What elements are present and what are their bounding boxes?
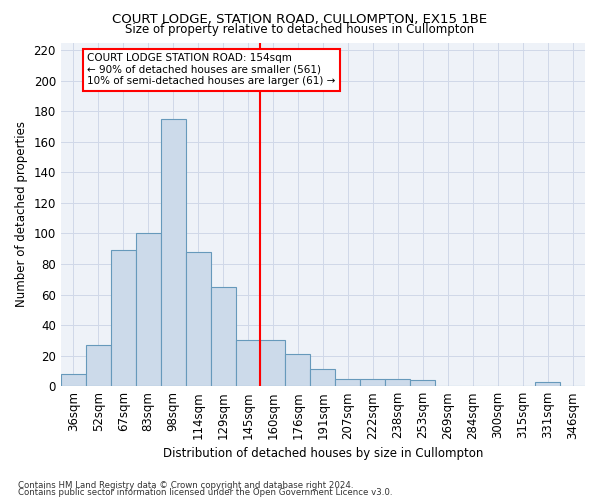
Text: Contains HM Land Registry data © Crown copyright and database right 2024.: Contains HM Land Registry data © Crown c…	[18, 480, 353, 490]
Text: COURT LODGE, STATION ROAD, CULLOMPTON, EX15 1BE: COURT LODGE, STATION ROAD, CULLOMPTON, E…	[112, 12, 488, 26]
Bar	[286, 354, 310, 386]
Bar	[535, 382, 560, 386]
Bar	[136, 234, 161, 386]
Bar	[111, 250, 136, 386]
Y-axis label: Number of detached properties: Number of detached properties	[15, 122, 28, 308]
Bar	[61, 374, 86, 386]
Bar	[236, 340, 260, 386]
Bar	[335, 378, 361, 386]
Bar	[310, 370, 335, 386]
Bar	[161, 119, 185, 386]
Bar	[185, 252, 211, 386]
Bar	[260, 340, 286, 386]
Bar	[385, 378, 410, 386]
Text: COURT LODGE STATION ROAD: 154sqm
← 90% of detached houses are smaller (561)
10% : COURT LODGE STATION ROAD: 154sqm ← 90% o…	[87, 53, 335, 86]
X-axis label: Distribution of detached houses by size in Cullompton: Distribution of detached houses by size …	[163, 447, 483, 460]
Text: Size of property relative to detached houses in Cullompton: Size of property relative to detached ho…	[125, 22, 475, 36]
Text: Contains public sector information licensed under the Open Government Licence v3: Contains public sector information licen…	[18, 488, 392, 497]
Bar	[86, 345, 111, 386]
Bar	[410, 380, 435, 386]
Bar	[211, 287, 236, 386]
Bar	[361, 378, 385, 386]
